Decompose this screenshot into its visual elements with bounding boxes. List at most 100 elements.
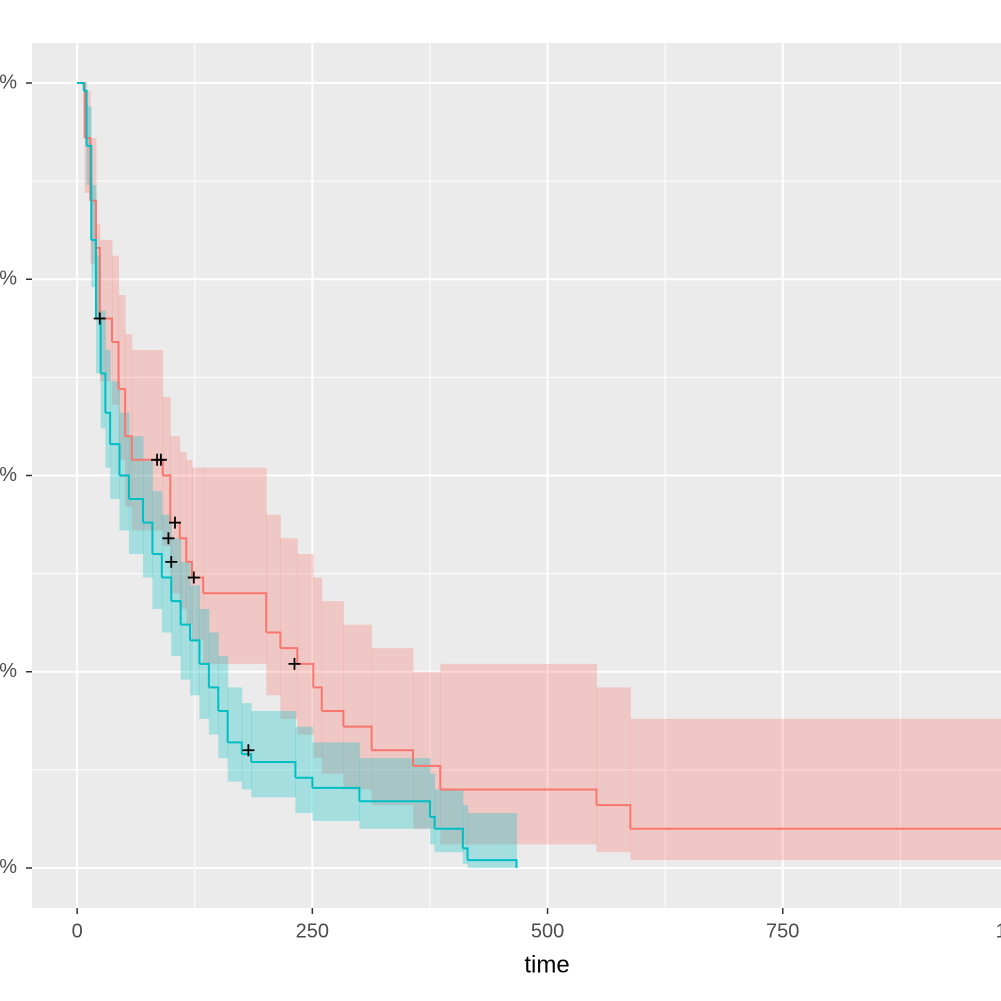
confidence-band (99, 240, 113, 382)
confidence-band (161, 514, 172, 633)
confidence-band (429, 773, 436, 845)
survival-step (111, 341, 120, 390)
survival-step (295, 776, 314, 788)
survival-step (91, 239, 97, 319)
y-tick-label: 50% (0, 464, 17, 486)
censor-mark (242, 744, 255, 757)
survival-step (118, 388, 127, 437)
confidence-band (110, 381, 120, 500)
confidence-band (343, 624, 373, 790)
survival-step (203, 592, 268, 633)
confidence-band (218, 656, 229, 759)
confidence-band (186, 459, 193, 625)
confidence-band (203, 467, 267, 664)
survival-step (161, 576, 173, 602)
survival-step (313, 686, 323, 711)
confidence-band (128, 436, 144, 554)
confidence-band (596, 687, 631, 853)
x-tick-label: 1000 (996, 920, 1001, 942)
y-tick-label: 100% (0, 71, 17, 93)
x-axis-title: time (524, 951, 569, 978)
confidence-band (434, 789, 464, 853)
confidence-band (91, 185, 97, 288)
confidence-band (251, 710, 296, 798)
survival-step (321, 709, 345, 727)
confidence-band (295, 726, 313, 814)
confidence-band (131, 349, 164, 531)
y-tick-label: 75% (0, 268, 17, 290)
confidence-band (208, 632, 219, 735)
x-tick-label: 0 (72, 920, 83, 942)
x-tick-label: 500 (531, 920, 564, 942)
censor-mark (93, 312, 106, 325)
confidence-band (119, 412, 130, 531)
survival-step (143, 521, 154, 554)
survival-step (359, 800, 431, 817)
censor-mark (288, 657, 301, 670)
confidence-band (371, 648, 414, 806)
confidence-band (125, 334, 133, 507)
survival-step (413, 764, 442, 790)
survival-step (251, 761, 297, 778)
confidence-band (84, 90, 91, 193)
x-tick-label: 250 (296, 920, 329, 942)
survival-step (86, 144, 93, 241)
survival-step (440, 788, 598, 806)
confidence-band (313, 577, 323, 759)
survival-step (596, 804, 632, 829)
confidence-band (630, 718, 1001, 861)
confidence-band (162, 397, 171, 547)
confidence-band (191, 467, 204, 641)
x-tick-label: 750 (766, 920, 799, 942)
confidence-band (105, 349, 111, 468)
confidence-band (241, 703, 252, 790)
y-tick-label: 0% (0, 856, 17, 878)
censor-mark (162, 532, 175, 545)
confidence-band (171, 538, 182, 657)
survival-step (208, 686, 220, 711)
axes: 0 250 500 750 1000 0% 25% 50% 75% 100% (0, 71, 1001, 942)
y-tick-label: 25% (0, 660, 17, 682)
confidence-band (118, 294, 126, 460)
survival-step (241, 753, 253, 763)
confidence-band (312, 742, 360, 821)
confidence-band (227, 687, 243, 782)
censor-mark (187, 571, 200, 584)
survival-step (199, 662, 210, 688)
survival-step (110, 443, 121, 476)
survival-step (467, 859, 518, 868)
confidence-band (321, 601, 344, 774)
survival-step (119, 474, 130, 500)
censor-mark (154, 453, 167, 466)
survival-step (434, 827, 464, 849)
survival-step (429, 815, 436, 829)
survival-step (105, 411, 112, 445)
survival-step (171, 600, 182, 625)
confidence-band (280, 538, 298, 719)
survival-step (128, 498, 145, 523)
survival-step (162, 474, 172, 523)
survival-step (218, 709, 229, 743)
confidence-band (170, 436, 181, 594)
confidence-band (111, 255, 120, 405)
plot-area (77, 82, 1001, 868)
confidence-band (359, 758, 431, 829)
survival-step (280, 647, 299, 664)
confidence-band (462, 805, 469, 865)
confidence-band (95, 224, 101, 319)
confidence-band (297, 553, 314, 735)
survival-step (179, 537, 188, 562)
survival-step (180, 623, 192, 641)
confidence-band (152, 491, 163, 609)
survival-step (190, 639, 201, 664)
survival-step (186, 560, 193, 578)
survival-step (462, 847, 469, 861)
confidence-band (179, 451, 187, 609)
confidence-band (413, 671, 441, 829)
confidence-band (266, 514, 281, 696)
confidence-band (143, 459, 153, 578)
survival-step (77, 82, 85, 91)
confidence-band (100, 310, 106, 429)
